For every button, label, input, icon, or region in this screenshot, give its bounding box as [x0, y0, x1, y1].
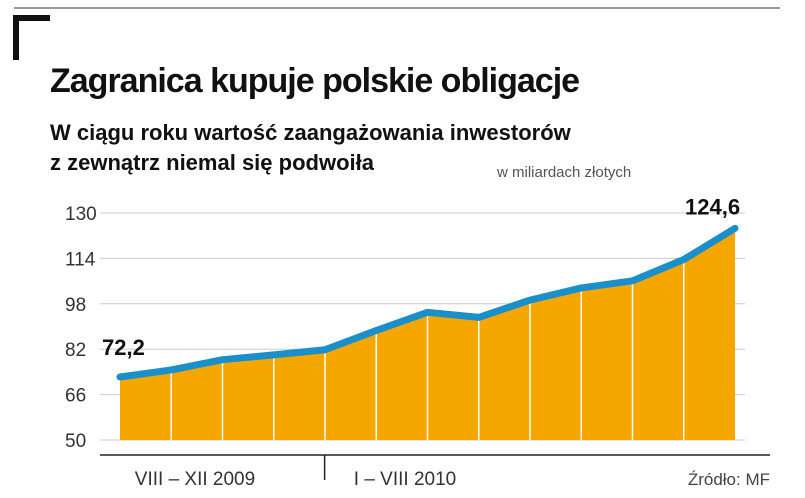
y-tick-label: 130: [65, 204, 97, 225]
y-tick-label: 50: [65, 431, 86, 452]
unit-label: w miliardach złotych: [496, 164, 631, 181]
chart-title: Zagranica kupuje polskie obligacje: [50, 62, 579, 100]
y-tick-label: 82: [65, 340, 86, 361]
subtitle: W ciągu roku wartość zaangażowania inwes…: [50, 120, 572, 145]
y-tick-label: 98: [65, 295, 86, 316]
source: Źródło: MF: [688, 470, 770, 489]
frame-corner: [13, 15, 50, 60]
x-group-label: VIII – XII 2009: [135, 469, 255, 490]
x-group-label: I – VIII 2010: [354, 469, 456, 490]
y-tick-label: 66: [65, 386, 86, 407]
data-label: 124,6: [685, 194, 740, 219]
y-tick-label: 114: [65, 249, 96, 270]
line: [116, 224, 739, 381]
data-label: 72,2: [102, 335, 145, 360]
subtitle: z zewnątrz niemal się podwoiła: [50, 150, 375, 175]
